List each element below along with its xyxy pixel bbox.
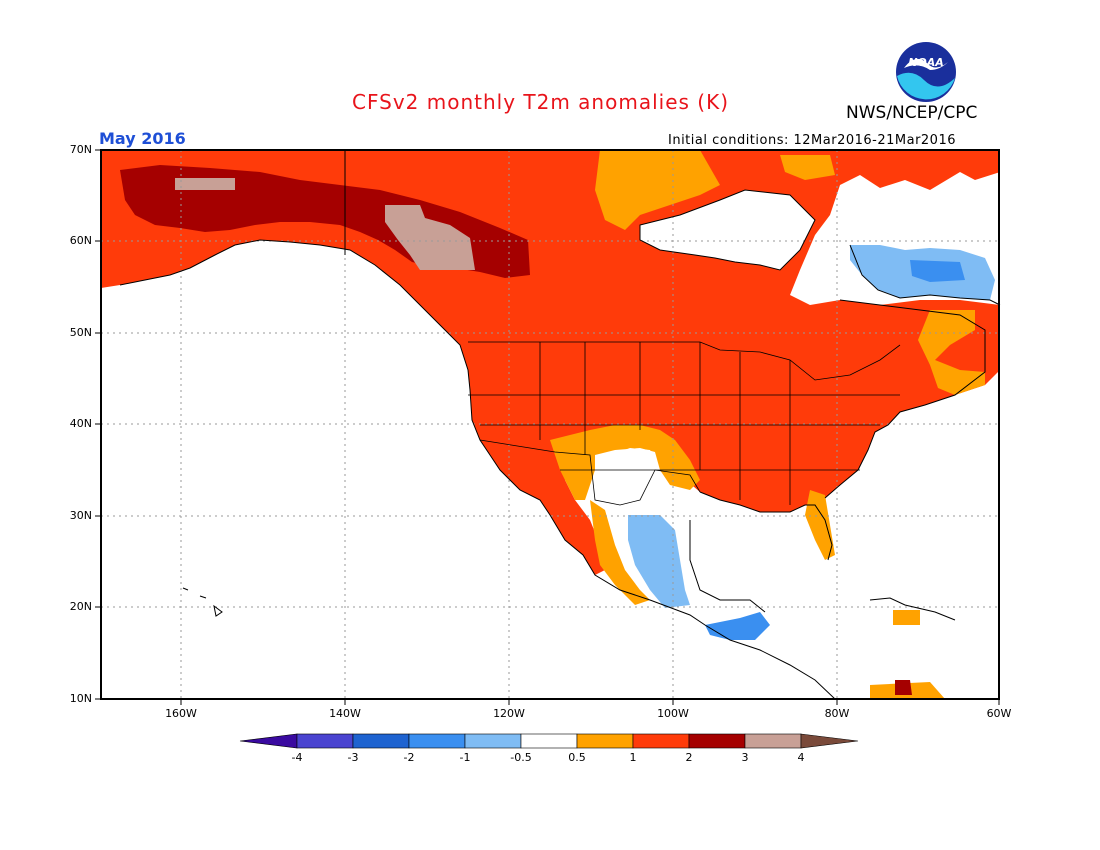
logo-text: NOAA <box>908 56 944 69</box>
colorbar-label: 4 <box>797 751 805 764</box>
colorbar-seg-3 <box>408 733 466 749</box>
lat-label-50n: 50N <box>69 326 92 339</box>
grid-lines <box>101 150 999 699</box>
colorbar-label: 1 <box>629 751 637 764</box>
lon-label-60w: 60W <box>986 707 1012 720</box>
political-borders <box>468 341 901 506</box>
labrador-cool-core <box>910 260 965 282</box>
lon-label-160w: 160W <box>165 707 197 720</box>
colorbar-label: -4 <box>291 751 303 764</box>
colorbar-seg-6 <box>576 733 634 749</box>
yukon-peak <box>385 205 475 270</box>
colorbar-seg-0 <box>239 733 298 749</box>
alaska-peak <box>175 178 235 190</box>
central-america-cool <box>705 612 770 640</box>
colorbar-label: -0.5 <box>510 751 532 764</box>
arctic-fringe <box>780 155 835 180</box>
colorbar-label: -2 <box>403 751 415 764</box>
venezuela-hot <box>895 680 912 695</box>
forecast-month: May 2016 <box>99 129 186 148</box>
north-fringe <box>595 150 720 230</box>
southwest-fringe <box>550 425 700 500</box>
florida-fringe <box>805 490 835 560</box>
noaa-logo: NOAA <box>896 42 956 102</box>
colorbar-label: -3 <box>347 751 359 764</box>
colorbar-label: 0.5 <box>568 751 586 764</box>
baja-fringe <box>590 500 650 605</box>
org-label: NWS/NCEP/CPC <box>846 103 978 123</box>
lat-label-70n: 70N <box>69 143 92 156</box>
lat-label-20n: 20N <box>69 600 92 613</box>
lat-label-30n: 30N <box>69 509 92 522</box>
hudson-bay-neutral <box>640 190 815 270</box>
coastlines <box>119 150 1001 700</box>
initial-conditions: Initial conditions: 12Mar2016-21Mar2016 <box>668 133 956 148</box>
colorbar-label: 2 <box>685 751 693 764</box>
colorbar-seg-2 <box>352 733 410 749</box>
lat-label-40n: 40N <box>69 417 92 430</box>
colorbar-seg-7 <box>632 733 690 749</box>
colorbar-seg-9 <box>744 733 802 749</box>
colorbar-seg-4 <box>464 733 522 749</box>
mexico-cool <box>628 515 690 608</box>
colorbar-seg-8 <box>688 733 746 749</box>
gulf-neutral <box>690 515 810 600</box>
lon-label-140w: 140W <box>329 707 361 720</box>
colorbar-seg-5 <box>520 733 578 749</box>
tick-marks <box>95 149 1000 705</box>
lat-label-60n: 60N <box>69 234 92 247</box>
colorbar-seg-1 <box>296 733 354 749</box>
lon-label-100w: 100W <box>657 707 689 720</box>
lon-label-120w: 120W <box>493 707 525 720</box>
colorbar-label: 3 <box>741 751 749 764</box>
east-fringe <box>918 310 985 395</box>
colorbar-seg-10 <box>800 733 859 749</box>
lat-label-10n: 10N <box>69 692 92 705</box>
colorbar-label: -1 <box>459 751 471 764</box>
southwest-neutral <box>595 448 660 505</box>
lon-label-80w: 80W <box>824 707 850 720</box>
map-title: CFSv2 monthly T2m anomalies (K) <box>352 90 729 114</box>
caribbean-warm <box>893 610 920 625</box>
